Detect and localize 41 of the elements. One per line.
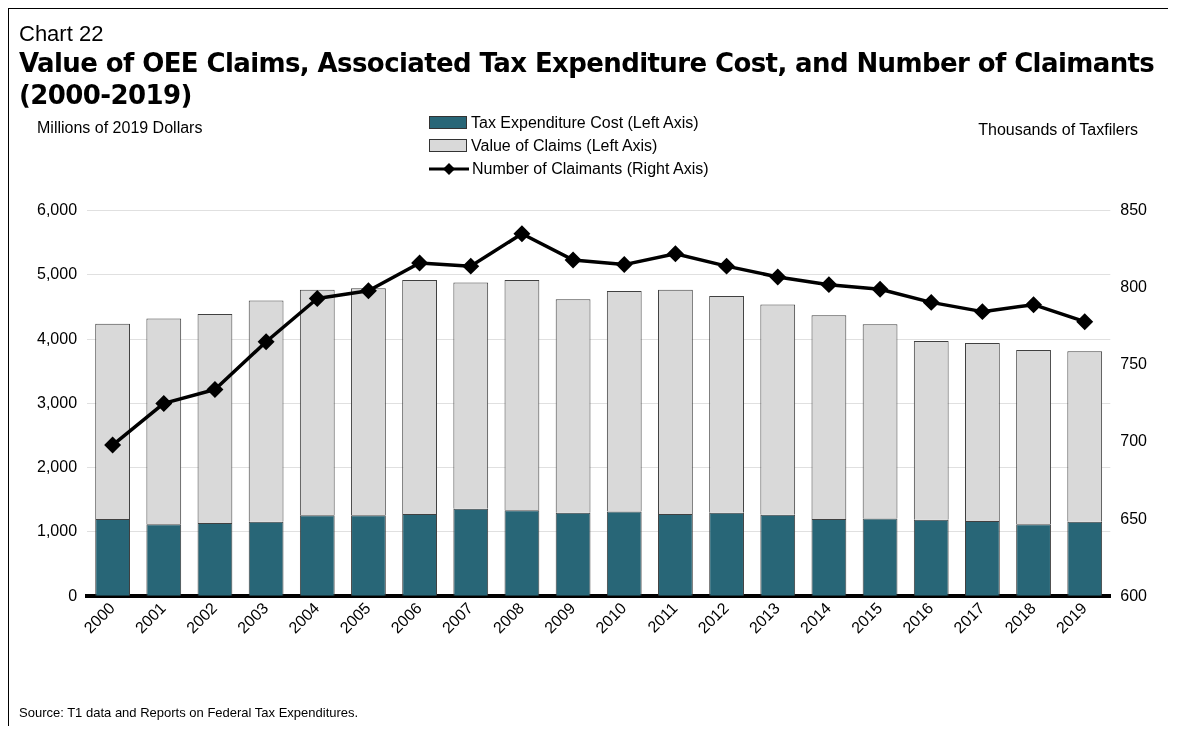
point [411,255,428,271]
y-tick-label: 2,000 [36,458,78,476]
point [156,395,172,412]
y-tick-label: 5,000 [36,265,78,283]
point [1025,296,1042,313]
point [1076,313,1093,330]
point [565,252,581,268]
point [718,258,735,274]
source-note: Source: T1 data and Reports on Federal Tax Expenditures. [19,705,359,720]
point [667,246,684,262]
y2-axis-title: Thousands of Taxfilers [978,121,1138,139]
y-axis-title: Millions of 2019 Dollars [37,119,203,137]
y-tick-label: 4,000 [36,329,78,347]
chart-subtitle: Chart 22 [19,21,105,47]
legend-label: Number of Claimants (Right Axis) [472,159,709,178]
point [923,294,939,311]
y2-tick-label: 800 [1120,278,1148,296]
y2-tick-label: 850 [1120,201,1148,219]
point [360,283,377,299]
point [769,269,786,285]
point [463,258,479,274]
y2-tick-label: 650 [1120,509,1148,527]
point [258,333,274,350]
point [207,381,223,398]
point [616,256,632,273]
y-tick-label: 3,000 [36,393,78,411]
y-tick-label: 0 [68,586,78,604]
point [821,276,837,293]
y2-tick-label: 750 [1120,355,1148,373]
point [872,281,888,298]
y-tick-label: 1,000 [36,522,78,540]
point [309,290,326,307]
point [104,437,121,453]
y2-tick-label: 700 [1120,432,1148,450]
point [514,225,530,242]
y-tick-label: 6,000 [36,201,78,219]
point [974,303,991,320]
y2-tick-label: 600 [1120,586,1148,604]
legend-label: Value of Claims (Left Axis) [471,136,658,155]
legend-label: Tax Expenditure Cost (Left Axis) [471,113,699,132]
chart-title: Value of OEE Claims, Associated Tax Expenditure Cost, and Number of Claimants (2000-2019) [19,47,1156,111]
